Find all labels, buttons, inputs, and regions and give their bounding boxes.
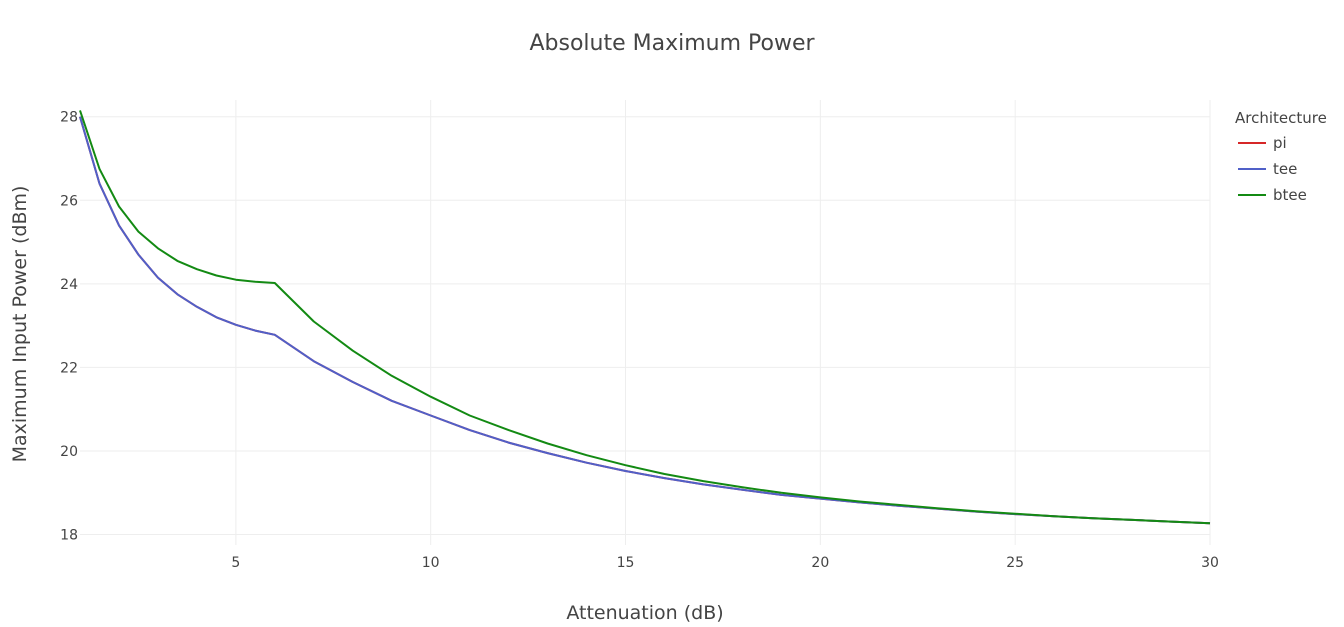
legend-label-tee[interactable]: tee — [1273, 160, 1297, 178]
x-axis-title: Attenuation (dB) — [566, 602, 723, 624]
y-tick-label: 18 — [60, 528, 78, 544]
y-tick-label: 26 — [60, 193, 78, 209]
x-tick-label: 20 — [811, 555, 829, 571]
legend: Architecture pi tee btee — [1235, 109, 1327, 204]
x-tick-label: 30 — [1201, 555, 1219, 571]
x-tick-label: 25 — [1006, 555, 1024, 571]
y-axis-title: Maximum Input Power (dBm) — [9, 186, 31, 463]
legend-title: Architecture — [1235, 109, 1327, 127]
x-tick-label: 15 — [617, 555, 635, 571]
x-tick-label: 10 — [422, 555, 440, 571]
x-tick-label: 5 — [231, 555, 240, 571]
plot-area — [79, 110, 1211, 525]
legend-label-pi[interactable]: pi — [1273, 134, 1287, 152]
tick-labels: 5 10 15 20 25 30 18 20 22 24 26 28 — [60, 110, 1219, 571]
y-tick-label: 24 — [60, 277, 78, 293]
series-line-pi — [79, 116, 1211, 525]
y-tick-label: 20 — [60, 444, 78, 460]
legend-label-btee[interactable]: btee — [1273, 186, 1307, 204]
series-line-btee — [79, 110, 1211, 525]
chart-title: Absolute Maximum Power — [529, 31, 815, 56]
grid — [80, 100, 1211, 545]
series-line-tee — [79, 116, 1211, 525]
y-tick-label: 22 — [60, 360, 78, 376]
y-tick-label: 28 — [60, 110, 78, 126]
